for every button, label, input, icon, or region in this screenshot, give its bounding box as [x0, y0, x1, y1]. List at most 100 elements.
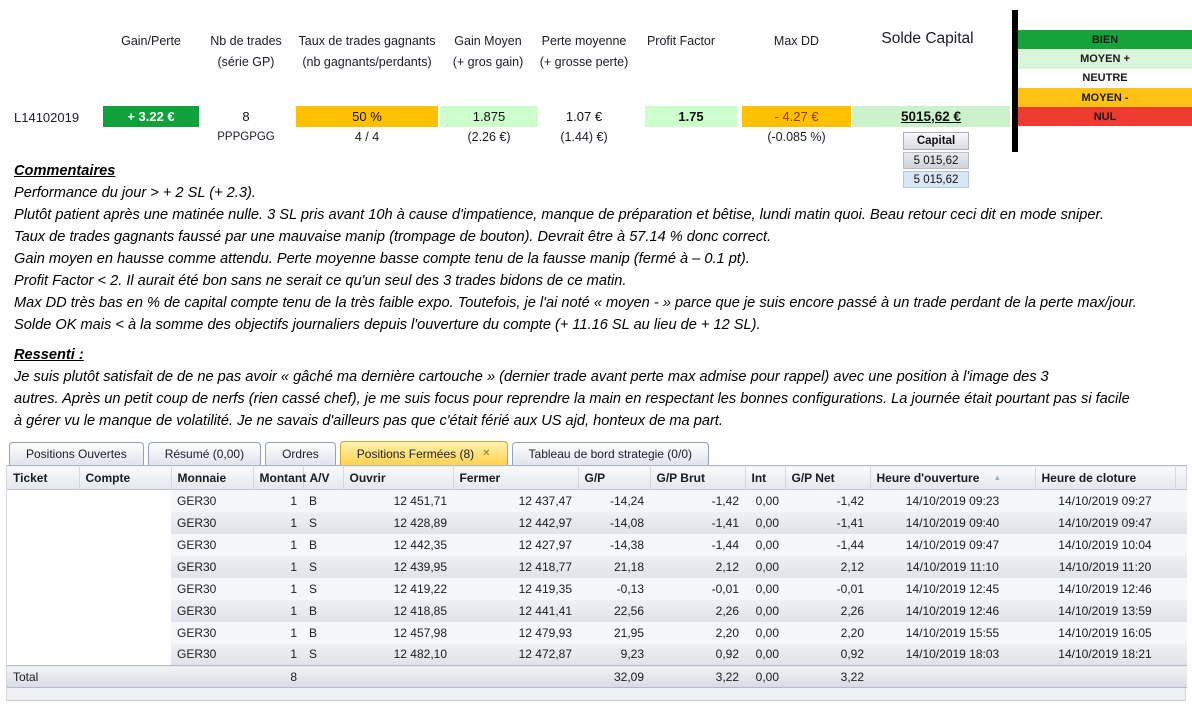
cell: -1,41	[650, 511, 745, 534]
column-header-heure-d-ouverture[interactable]: Heure d'ouverture ▲	[870, 465, 1036, 490]
tab-close-icon[interactable]: ✕	[482, 448, 491, 459]
col-header-nb-trades: Nb de trades (série GP)	[210, 34, 282, 69]
table-row[interactable]: GER30 1 S 12 439,95 12 418,77 21,18 2,12 0,00 2,…	[7, 555, 1187, 578]
cell: 12 451,71	[343, 489, 453, 512]
cell	[7, 489, 79, 512]
cell: 12 442,97	[453, 511, 578, 534]
cell: 1	[253, 533, 303, 556]
cell: S	[303, 511, 343, 534]
cell: 21,18	[578, 555, 650, 578]
cell: 14/10/2019 09:40	[870, 511, 1035, 534]
cell	[1175, 533, 1187, 556]
legend-item: NUL	[1018, 107, 1192, 127]
cell: 2,12	[785, 555, 870, 578]
table-row[interactable]: GER30 1 S 12 482,10 12 472,87 9,23 0,92 0,00 0,9…	[7, 643, 1187, 666]
col-header-solde-capital: Solde Capital	[881, 30, 974, 47]
cell: 2,12	[650, 555, 745, 578]
positions-panel: Positions Ouvertes Résumé (0,00) Ordres Pos…	[6, 440, 1187, 702]
taux-cell: 50 %	[296, 106, 438, 127]
cell: 14/10/2019 15:55	[870, 621, 1035, 644]
nb-trades-cell: 8	[242, 109, 250, 124]
cell: S	[303, 555, 343, 578]
capital-value-row: 5 015,62	[903, 171, 969, 188]
cell	[79, 643, 171, 666]
cell: 14/10/2019 09:27	[1035, 489, 1175, 512]
column-header-montant[interactable]: Montant	[253, 465, 306, 490]
comment-line: Max DD très bas en % de capital compte t…	[14, 295, 1137, 311]
sort-asc-icon: ▲	[993, 472, 1002, 482]
cell: 1	[253, 643, 303, 666]
table-row[interactable]: GER30 1 B 12 418,85 12 441,41 22,56 2,26 0,00 2,…	[7, 599, 1187, 622]
cell	[79, 511, 171, 534]
positions-table-header-row: Ticket Compte Monnaie Montant A/V Ouvrir Ferme…	[7, 465, 1187, 490]
column-header-ticket[interactable]: Ticket	[7, 465, 80, 490]
table-row[interactable]: GER30 1 B 12 451,71 12 437,47 -14,24 -1,42 0,00…	[7, 489, 1187, 512]
cell	[1175, 577, 1187, 600]
tab-positions-ferm-es-8[interactable]: Positions Fermées (8) ✕	[339, 441, 508, 465]
cell	[1175, 643, 1187, 666]
tab-tableau-de-bord-strategie-0-0[interactable]: Tableau de bord strategie (0/0)	[511, 442, 709, 465]
column-header-int[interactable]: Int	[745, 465, 786, 490]
cell: 12 427,97	[453, 533, 578, 556]
cell: 0,00	[745, 621, 785, 644]
tab-label: Résumé (0,00)	[164, 447, 245, 461]
cell: 2,20	[785, 621, 870, 644]
cell: 0,00	[745, 599, 785, 622]
feelings-lines: Je suis plutôt satisfait de de ne pas av…	[14, 366, 1186, 432]
tab-ordres[interactable]: Ordres	[265, 442, 336, 465]
cell	[343, 665, 453, 688]
legend-item: MOYEN -	[1018, 87, 1192, 108]
cell: 32,09	[578, 665, 650, 688]
cell	[79, 665, 171, 688]
col-header-perte-moyenne: Perte moyenne (+ grosse perte)	[539, 34, 629, 69]
column-header-g-p-net[interactable]: G/P Net	[785, 465, 871, 490]
gain-moyen-sub-cell: (2.26 €)	[467, 130, 511, 144]
cell: 12 428,89	[343, 511, 453, 534]
table-row[interactable]: GER30 1 B 12 457,98 12 479,93 21,95 2,20 0,00 2,…	[7, 621, 1187, 644]
cell: 3,22	[785, 665, 870, 688]
cell	[171, 665, 253, 688]
cell	[870, 665, 1035, 688]
table-row[interactable]: GER30 1 S 12 419,22 12 419,35 -0,13 -0,01 0,00-…	[7, 577, 1187, 600]
cell: 1	[253, 621, 303, 644]
legend-item: NEUTRE	[1018, 68, 1192, 88]
comments-section: Commentaires Performance du jour > + 2 S…	[14, 160, 1186, 432]
tab-r-sum-0-00[interactable]: Résumé (0,00)	[147, 442, 262, 465]
column-header-g-p-brut[interactable]: G/P Brut	[650, 465, 746, 490]
cell: 12 437,47	[453, 489, 578, 512]
profit-factor-cell: 1.75	[645, 106, 737, 127]
tab-positions-ouvertes[interactable]: Positions Ouvertes	[9, 442, 144, 465]
cell: 1	[253, 577, 303, 600]
cell: 14/10/2019 09:23	[870, 489, 1035, 512]
column-header-monnaie[interactable]: Monnaie	[171, 465, 254, 490]
cell	[79, 621, 171, 644]
table-row[interactable]: GER30 1 B 12 442,35 12 427,97 -14,38 -1,44 0,00…	[7, 533, 1187, 556]
cell	[1175, 665, 1187, 688]
cell: S	[303, 643, 343, 666]
column-header-ouvrir[interactable]: Ouvrir	[343, 465, 454, 490]
column-header-g-p[interactable]: G/P	[578, 465, 651, 490]
cell: 0,00	[745, 643, 785, 666]
column-header-heure-de-cloture[interactable]: Heure de cloture	[1035, 465, 1176, 490]
table-row[interactable]: GER30 1 S 12 428,89 12 442,97 -14,08 -1,41 0,00…	[7, 511, 1187, 534]
cell: B	[303, 621, 343, 644]
comment-line: à gérer vu le manque de volatilité. Je n…	[14, 413, 723, 429]
cell: 14/10/2019 09:47	[1035, 511, 1175, 534]
comment-line: Gain moyen en hausse comme attendu. Pert…	[14, 251, 750, 267]
positions-table-body: GER30 1 B 12 451,71 12 437,47 -14,24 -1,42 0,00…	[7, 489, 1187, 688]
cell: 12 419,35	[453, 577, 578, 600]
cell: 9,23	[578, 643, 650, 666]
cell: 0,00	[745, 665, 785, 688]
cell: -1,44	[785, 533, 870, 556]
comment-line: autres. Après un petit coup de nerfs (ri…	[14, 391, 1130, 407]
column-header-fermer[interactable]: Fermer	[453, 465, 579, 490]
column-header-a-v[interactable]: A/V	[303, 465, 344, 490]
total-row[interactable]: Total 8 32,09 3,22 0,00 3,22	[7, 665, 1187, 688]
capital-header-button[interactable]: Capital	[903, 132, 969, 150]
column-header-compte[interactable]: Compte	[79, 465, 172, 490]
cell: -1,44	[650, 533, 745, 556]
cell: 12 418,77	[453, 555, 578, 578]
cell: -1,42	[650, 489, 745, 512]
cell: 14/10/2019 16:05	[1035, 621, 1175, 644]
